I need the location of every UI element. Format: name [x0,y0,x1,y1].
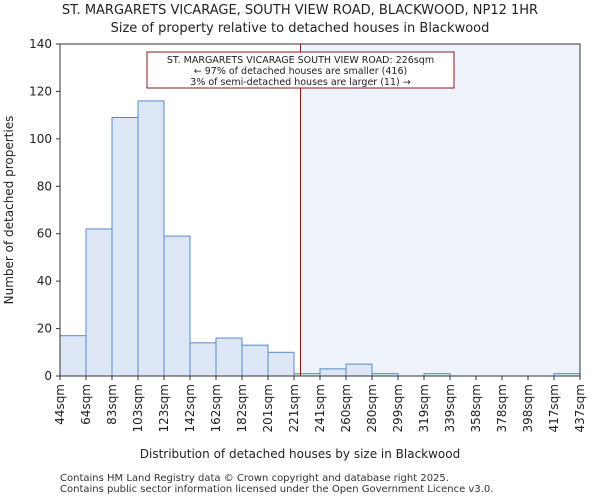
bar-162sqm [215,337,243,377]
bar-103sqm [137,100,165,377]
x-tick-label: 398sqm [521,384,535,432]
y-tick-label: 80 [37,179,52,193]
y-tick-label: 40 [37,274,52,288]
chart-subtitle: Size of property relative to detached ho… [111,21,490,36]
bar-123sqm [163,235,191,377]
y-axis-label: Number of detached properties [2,116,16,305]
x-axis-label: Distribution of detached houses by size … [140,447,460,461]
annotation-line-1: ST. MARGARETS VICARAGE SOUTH VIEW ROAD: … [167,55,434,66]
annotation-frame [146,51,455,89]
x-tick-label: 280sqm [365,384,379,432]
annotation-line-2: ← 97% of detached houses are smaller (41… [194,66,407,77]
x-tick-label: 437sqm [573,384,587,432]
highlight-region [300,44,580,376]
annotation-box: ST. MARGARETS VICARAGE SOUTH VIEW ROAD: … [146,51,455,89]
bars [59,100,581,377]
x-tick-label: 103sqm [131,384,145,432]
y-tick-label: 140 [29,37,52,51]
x-tick-label: 417sqm [547,384,561,432]
x-tick-label: 241sqm [313,384,327,432]
bar-64sqm [85,228,113,377]
footer-line-2: Contains public sector information licen… [60,484,494,495]
bar-142sqm [189,342,217,377]
x-tick-label: 299sqm [391,384,405,432]
y-tick-label: 60 [37,227,52,241]
x-tick-label: 162sqm [209,384,223,432]
y-tick-label: 20 [37,322,52,336]
footer-line-1: Contains HM Land Registry data © Crown c… [60,473,449,484]
bar-201sqm [267,351,295,377]
x-tick-label: 339sqm [443,384,457,432]
x-axis: 44sqm 64sqm 83sqm 103sqm 123sqm 142sqm 162sqm 1… [53,376,587,432]
x-tick-label: 64sqm [79,384,93,425]
y-tick-label: 100 [29,132,52,146]
bar-83sqm [111,117,139,377]
x-tick-label: 221sqm [287,384,301,432]
x-tick-label: 182sqm [235,384,249,432]
x-tick-label: 142sqm [183,384,197,432]
bar-44sqm [59,335,87,377]
x-tick-label: 319sqm [417,384,431,432]
annotation-line-3: 3% of semi-detached houses are larger (1… [190,77,410,88]
chart-title: ST. MARGARETS VICARAGE, SOUTH VIEW ROAD,… [62,3,538,18]
x-tick-label: 201sqm [261,384,275,432]
x-tick-label: 378sqm [495,384,509,432]
y-tick-label: 0 [44,369,52,383]
bar-182sqm [241,344,269,377]
bar-260sqm [345,363,373,377]
x-tick-label: 260sqm [339,384,353,432]
x-tick-label: 83sqm [105,384,119,425]
x-tick-label: 44sqm [53,384,67,425]
y-axis: 0 20 40 60 80 100 120 140 [29,37,60,383]
x-tick-label: 358sqm [469,384,483,432]
x-tick-label: 123sqm [157,384,171,432]
bar-241sqm [319,368,347,377]
y-tick-label: 120 [29,84,52,98]
